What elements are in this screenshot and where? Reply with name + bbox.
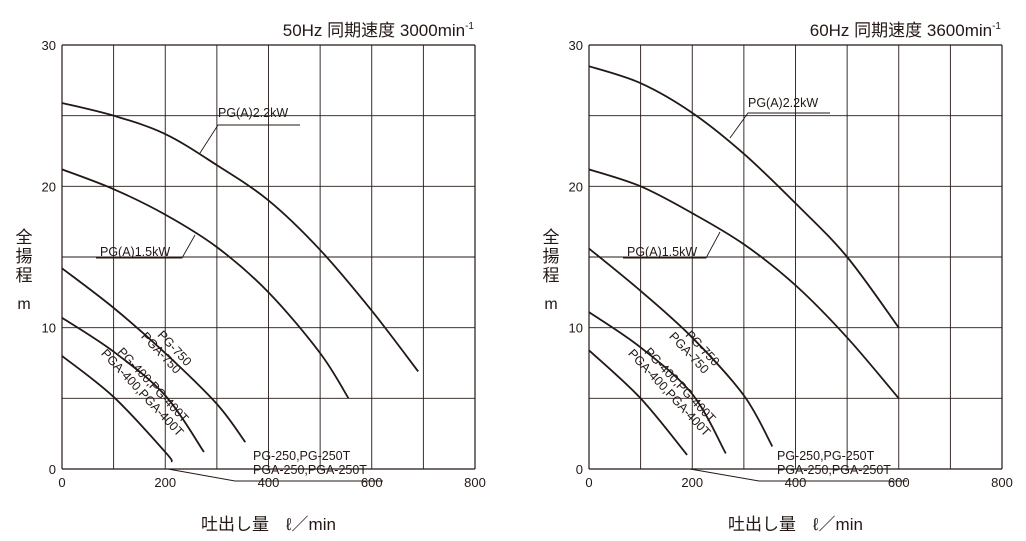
- x-axis-label: 吐出し量 ℓ／min: [201, 515, 336, 534]
- x-tick-label: 800: [991, 475, 1013, 490]
- y-axis-label: 全揚程: [543, 228, 560, 285]
- series-line-0: [588, 65, 900, 329]
- label-2.2kw: PG(A)2.2kW: [748, 96, 818, 110]
- y-axis-unit: m: [17, 296, 30, 313]
- x-axis-label: 吐出し量 ℓ／min: [728, 515, 863, 534]
- y-tick-label: 30: [569, 38, 583, 53]
- label-pga250: PGA-250,PGA-250T: [253, 463, 367, 477]
- series-line-3: [588, 311, 727, 454]
- leader-line: [96, 234, 196, 259]
- leader-line: [623, 231, 721, 259]
- label-pg250: PG-250,PG-250T: [253, 449, 351, 463]
- x-tick-label: 800: [464, 475, 486, 490]
- chart-title: 60Hz 同期速度 3600min-1: [810, 21, 1002, 40]
- y-tick-label: 0: [576, 462, 583, 477]
- y-tick-label: 20: [42, 179, 56, 194]
- y-tick-label: 30: [42, 38, 56, 53]
- leader-line: [729, 112, 830, 139]
- x-tick-label: 400: [785, 475, 807, 490]
- y-axis-unit: m: [544, 296, 557, 313]
- y-tick-label: 20: [569, 179, 583, 194]
- y-axis-label: 全揚程: [16, 228, 33, 285]
- y-tick-label: 0: [49, 462, 56, 477]
- series-line-4: [588, 349, 688, 456]
- label-1.5kw: PG(A)1.5kW: [100, 245, 170, 259]
- x-tick-label: 600: [361, 475, 383, 490]
- series-line-2: [588, 247, 774, 447]
- series-line-1: [61, 168, 350, 399]
- label-2.2kw: PG(A)2.2kW: [218, 106, 288, 120]
- x-tick-label: 200: [681, 475, 703, 490]
- x-tick-label: 0: [585, 475, 592, 490]
- leader-line: [199, 124, 300, 154]
- chart-title: 50Hz 同期速度 3000min-1: [283, 21, 475, 40]
- series-line-3: [61, 317, 205, 453]
- y-tick-label: 10: [569, 321, 583, 336]
- y-tick-label: 10: [42, 321, 56, 336]
- leader-line: [689, 468, 907, 482]
- series-line-0: [61, 102, 419, 373]
- x-tick-label: 600: [888, 475, 910, 490]
- label-pg250: PG-250,PG-250T: [777, 449, 875, 463]
- series-line-4: [61, 355, 173, 463]
- series-line-2: [61, 267, 246, 443]
- label-1.5kw: PG(A)1.5kW: [627, 245, 697, 259]
- chart-panel-50hz: 0 200 400 600 800 0 10 20 30 50Hz 同期速度 3000min-1 全…: [16, 21, 486, 534]
- leader-line: [167, 468, 383, 482]
- x-tick-label: 200: [154, 475, 176, 490]
- label-pga250: PGA-250,PGA-250T: [777, 463, 891, 477]
- x-tick-label: 400: [258, 475, 280, 490]
- x-tick-label: 0: [58, 475, 65, 490]
- series-line-1: [588, 168, 900, 399]
- chart-panel-60hz: 0 200 400 600 800 0 10 20 30 60Hz 同期速度 3600min-1 全…: [543, 21, 1013, 534]
